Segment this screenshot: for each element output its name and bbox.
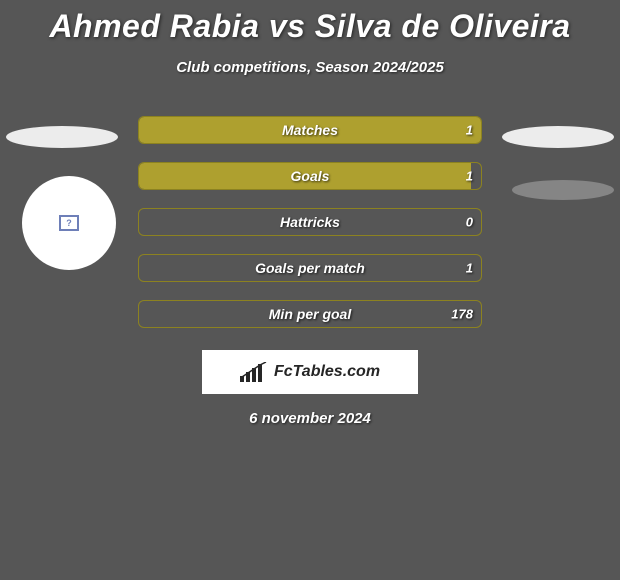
stat-value: 1 — [466, 261, 473, 276]
stat-label: Min per goal — [269, 306, 351, 322]
page-title: Ahmed Rabia vs Silva de Oliveira — [0, 0, 620, 45]
subtitle: Club competitions, Season 2024/2025 — [0, 59, 620, 76]
decor-ellipse-top-right — [502, 126, 614, 148]
stat-row-goals-per-match: Goals per match 1 — [138, 254, 482, 282]
image-placeholder-icon: ? — [59, 215, 79, 231]
stat-label: Matches — [282, 122, 338, 138]
stat-value: 1 — [466, 169, 473, 184]
branding-box: FcTables.com — [202, 350, 418, 394]
decor-ellipse-top-left — [6, 126, 118, 148]
stat-row-matches: Matches 1 — [138, 116, 482, 144]
stat-value: 1 — [466, 123, 473, 138]
stat-row-goals: Goals 1 — [138, 162, 482, 190]
stat-label: Goals — [291, 168, 330, 184]
stat-value: 0 — [466, 215, 473, 230]
stat-row-hattricks: Hattricks 0 — [138, 208, 482, 236]
stat-label: Hattricks — [280, 214, 340, 230]
date-text: 6 november 2024 — [0, 410, 620, 427]
stat-label: Goals per match — [255, 260, 365, 276]
stat-row-min-per-goal: Min per goal 178 — [138, 300, 482, 328]
brand-text: FcTables.com — [274, 363, 380, 381]
player-avatar-placeholder: ? — [22, 176, 116, 270]
bars-logo-icon — [240, 362, 268, 382]
decor-ellipse-right — [512, 180, 614, 200]
stat-value: 178 — [451, 307, 473, 322]
